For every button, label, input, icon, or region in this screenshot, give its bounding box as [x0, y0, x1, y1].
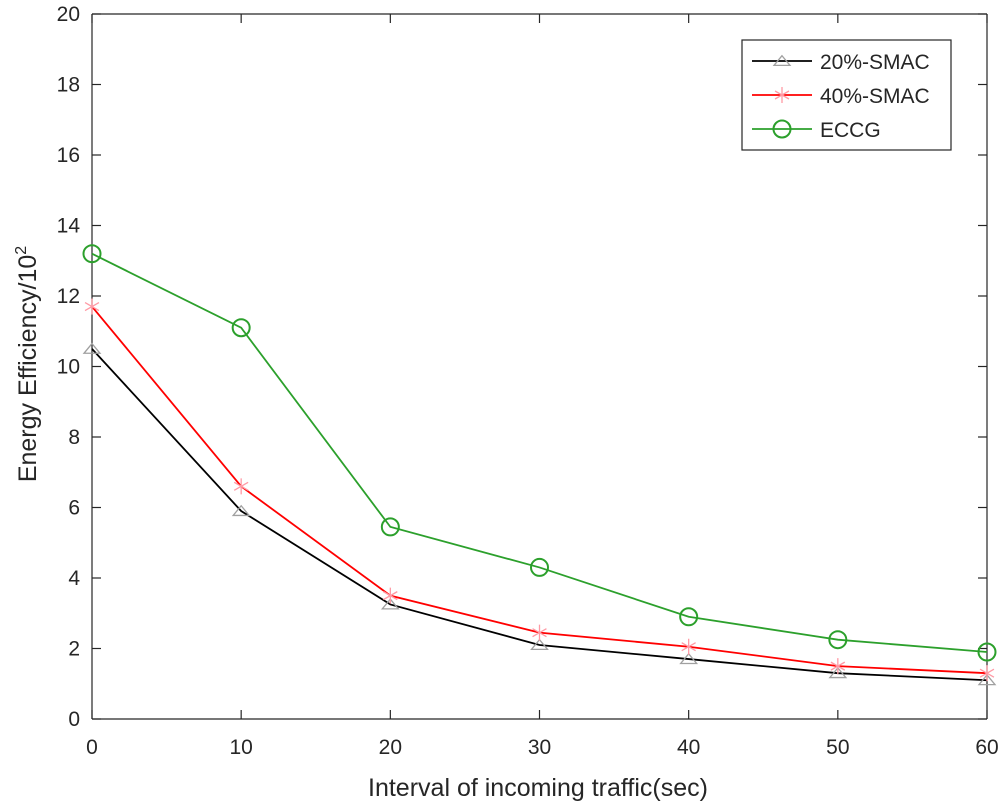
y-tick-label: 8 — [68, 426, 80, 449]
x-tick-label: 10 — [229, 736, 252, 759]
data-point — [84, 298, 100, 315]
legend-swatch-marker — [772, 119, 792, 139]
legend-swatch-marker — [774, 87, 790, 103]
data-point-stroke — [383, 591, 398, 601]
y-tick-label: 20 — [57, 3, 80, 26]
data-point — [679, 607, 699, 627]
x-tick-label: 20 — [379, 736, 402, 759]
data-point-stroke — [830, 661, 846, 671]
x-axis-label: Interval of incoming traffic(sec) — [368, 774, 708, 802]
y-axis-label-group: Energy Efficiency/102 — [13, 246, 42, 482]
data-point — [530, 557, 549, 577]
data-point-stroke — [532, 628, 547, 638]
legend-item: ECCG — [752, 119, 881, 142]
legend: 20%-SMAC 40%-SMAC ECCG — [741, 39, 952, 151]
legend-label: 40%-SMAC — [820, 85, 930, 108]
data-point — [233, 478, 249, 495]
y-tick-label: 12 — [57, 285, 80, 308]
y-tick-label: 0 — [68, 708, 80, 731]
legend-item: 20%-SMAC — [752, 51, 930, 74]
x-tick-label: 50 — [826, 736, 849, 759]
data-point — [979, 665, 995, 682]
data-point — [380, 598, 400, 610]
y-tick-label: 6 — [68, 497, 80, 520]
legend-label: ECCG — [820, 119, 881, 142]
x-tick-label: 40 — [677, 736, 700, 759]
data-point — [82, 342, 102, 354]
y-tick-label: 18 — [57, 74, 80, 97]
data-point — [679, 652, 699, 665]
data-point — [231, 318, 251, 338]
legend-swatch-marker-stroke — [774, 90, 790, 100]
series-line — [91, 252, 988, 653]
data-point — [231, 504, 251, 517]
series-group — [82, 244, 997, 686]
y-axis-label-text: Energy Efficiency/10 — [14, 255, 42, 482]
data-point — [828, 666, 848, 679]
y-axis-label-superscript: 2 — [13, 246, 30, 255]
data-point — [977, 673, 997, 686]
data-point — [530, 638, 549, 651]
data-point — [828, 630, 848, 650]
data-point — [830, 658, 846, 675]
legend-item: 40%-SMAC — [752, 85, 930, 108]
x-tick-label: 30 — [528, 736, 551, 759]
data-point — [532, 624, 547, 641]
legend-label: 20%-SMAC — [820, 51, 930, 74]
data-point-stroke — [681, 642, 696, 652]
y-tick-label: 16 — [57, 144, 80, 167]
data-point — [383, 587, 398, 604]
y-axis-label: Energy Efficiency/102 — [13, 246, 42, 482]
data-point — [681, 638, 696, 655]
data-point-stroke — [233, 481, 249, 491]
x-tick-label: 60 — [975, 736, 998, 759]
y-tick-label: 4 — [68, 567, 80, 590]
data-point — [380, 517, 400, 537]
y-tick-label: 10 — [57, 356, 80, 379]
series-40-smac — [84, 298, 995, 682]
data-point-stroke — [979, 668, 995, 678]
axes: 0 10 20 30 40 50 60 0 2 4 6 8 10 12 14 16 18 20 — [57, 3, 999, 759]
series-eccg — [82, 244, 997, 662]
y-tick-label: 2 — [68, 638, 80, 661]
legend-swatch-marker — [772, 54, 792, 67]
y-tick-label: 14 — [57, 215, 81, 238]
data-point — [82, 244, 102, 264]
data-point-stroke — [84, 302, 100, 312]
x-tick-label: 0 — [86, 736, 98, 759]
data-point — [977, 642, 997, 662]
